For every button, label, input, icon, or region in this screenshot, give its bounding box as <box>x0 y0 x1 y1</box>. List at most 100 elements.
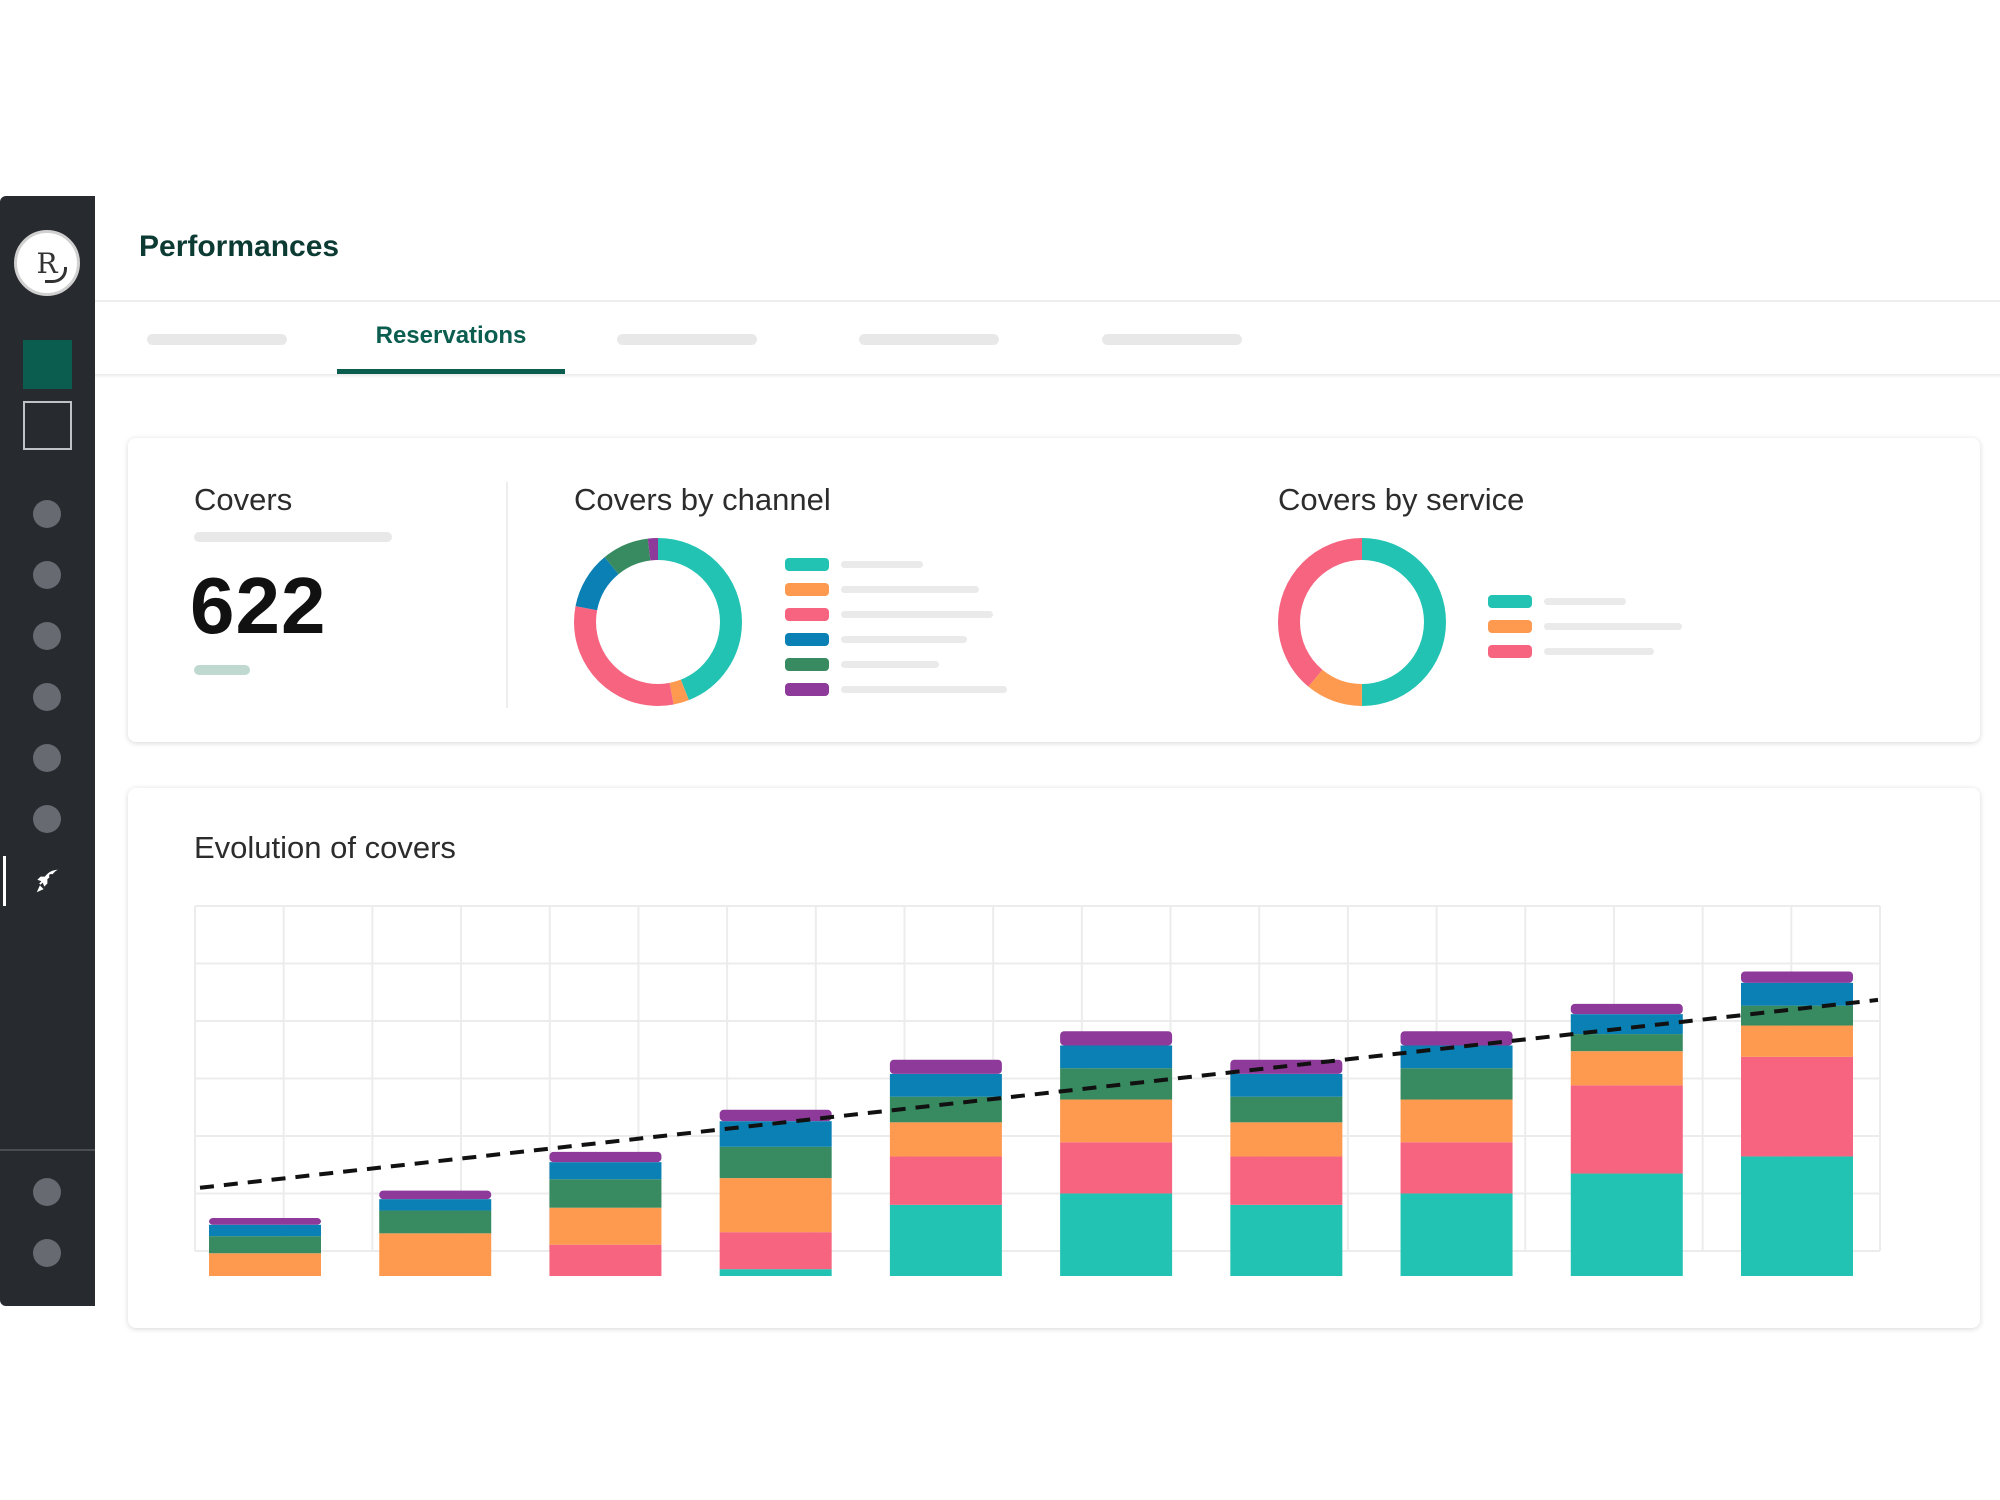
channel-legend-swatch <box>785 608 829 621</box>
sidebar-item-2[interactable] <box>33 561 61 589</box>
card-divider <box>506 482 508 708</box>
bar-7-segment-1 <box>1230 1204 1343 1276</box>
summary-card: Covers 622 Covers by channel Covers by s… <box>128 438 1980 742</box>
bar-7-segment-2 <box>1230 1156 1343 1205</box>
bar-2-segment-6 <box>379 1190 492 1200</box>
bar-5-segment-2 <box>889 1156 1002 1205</box>
bar-3-segment-3 <box>549 1207 662 1245</box>
service-legend-item <box>1488 620 1708 633</box>
bar-2-segment-5 <box>379 1199 492 1211</box>
bar-10-segment-4 <box>1741 1005 1853 1026</box>
sidebar-item-6[interactable] <box>33 805 61 833</box>
channel-legend-swatch <box>785 633 829 646</box>
bar-10-segment-6 <box>1741 971 1853 983</box>
evolution-bar-chart <box>194 905 1881 1276</box>
channel-slice-6 <box>574 538 742 706</box>
channel-legend-label-placeholder <box>841 686 1007 693</box>
sidebar-item-settings[interactable] <box>33 1178 61 1206</box>
channel-donut-chart <box>574 538 742 706</box>
evolution-title: Evolution of covers <box>194 830 456 865</box>
service-legend-item <box>1488 645 1708 658</box>
bar-4-segment-3 <box>719 1178 832 1233</box>
service-donut-chart <box>1278 538 1446 706</box>
sidebar-item-secondary[interactable] <box>23 401 72 450</box>
tab-reservations[interactable]: Reservations <box>337 302 565 374</box>
channel-legend-label-placeholder <box>841 661 939 668</box>
logo-arc <box>45 267 67 283</box>
trend-line <box>199 997 1879 1190</box>
tab-3[interactable] <box>617 334 757 345</box>
bar-7-segment-3 <box>1230 1122 1343 1157</box>
tab-bar: Reservations <box>95 302 2000 374</box>
bar-2-segment-3 <box>379 1233 492 1276</box>
bar-8-segment-2 <box>1400 1142 1513 1194</box>
bar-5-segment-4 <box>889 1096 1002 1123</box>
bar-4-segment-6 <box>719 1109 832 1122</box>
bar-5-segment-1 <box>889 1204 1002 1276</box>
sidebar-item-5[interactable] <box>33 744 61 772</box>
bar-6-segment-6 <box>1060 1031 1173 1046</box>
tab-5[interactable] <box>1102 334 1242 345</box>
page-title: Performances <box>139 230 340 263</box>
channel-legend-swatch <box>785 583 829 596</box>
bar-4-segment-2 <box>719 1232 832 1270</box>
covers-value: 622 <box>190 561 327 650</box>
sidebar-item-3[interactable] <box>33 622 61 650</box>
bar-7-segment-4 <box>1230 1096 1343 1123</box>
service-legend <box>1488 595 1708 665</box>
service-legend-swatch <box>1488 620 1532 633</box>
bar-10-segment-5 <box>1741 982 1853 1006</box>
channel-slice-3 <box>574 538 742 706</box>
sidebar-item-4[interactable] <box>33 683 61 711</box>
bar-3-segment-2 <box>549 1244 662 1276</box>
sidebar-item-account[interactable] <box>33 1239 61 1267</box>
bar-4-segment-5 <box>719 1121 832 1147</box>
tab-1[interactable] <box>147 334 287 345</box>
bar-5-segment-6 <box>889 1059 1002 1074</box>
channel-legend-item <box>785 583 1045 596</box>
channel-legend-swatch <box>785 558 829 571</box>
channel-legend-label-placeholder <box>841 636 967 643</box>
bar-8-segment-4 <box>1400 1068 1513 1100</box>
bar-1-segment-3 <box>209 1253 321 1276</box>
channel-legend-item <box>785 633 1045 646</box>
service-legend-label-placeholder <box>1544 623 1682 630</box>
bar-5-segment-5 <box>889 1073 1002 1097</box>
bar-6-segment-2 <box>1060 1142 1173 1194</box>
tab-active-underline <box>337 369 565 374</box>
sidebar-item-1[interactable] <box>33 500 61 528</box>
channel-title: Covers by channel <box>574 482 831 517</box>
bar-6-segment-1 <box>1060 1193 1173 1276</box>
channel-legend-item <box>785 608 1045 621</box>
channel-legend-item <box>785 558 1045 571</box>
bar-9-segment-5 <box>1570 1014 1683 1035</box>
covers-title: Covers <box>194 482 293 517</box>
channel-legend-label-placeholder <box>841 611 993 618</box>
bar-6-segment-5 <box>1060 1045 1173 1069</box>
channel-legend-swatch <box>785 683 829 696</box>
bar-10-segment-1 <box>1741 1156 1853 1276</box>
bar-8-segment-6 <box>1400 1031 1513 1046</box>
brand-logo[interactable]: R <box>14 230 80 296</box>
covers-subtitle-placeholder <box>194 532 392 542</box>
service-legend-item <box>1488 595 1708 608</box>
tab-4[interactable] <box>859 334 999 345</box>
bar-9-segment-6 <box>1570 1003 1683 1015</box>
service-title: Covers by service <box>1278 482 1525 517</box>
evolution-card: Evolution of covers <box>128 788 1980 1328</box>
rocket-icon[interactable] <box>33 866 63 896</box>
service-legend-swatch <box>1488 645 1532 658</box>
bar-10-segment-3 <box>1741 1025 1853 1057</box>
bar-3-segment-6 <box>549 1151 662 1163</box>
sidebar-item-primary[interactable] <box>23 340 72 389</box>
bar-7-segment-5 <box>1230 1073 1343 1097</box>
tab-reservations-label: Reservations <box>375 322 527 349</box>
service-legend-swatch <box>1488 595 1532 608</box>
channel-legend-item <box>785 658 1045 671</box>
service-legend-label-placeholder <box>1544 598 1626 605</box>
bar-5-segment-3 <box>889 1122 1002 1157</box>
channel-legend-label-placeholder <box>841 586 979 593</box>
service-slice-3 <box>1278 538 1446 706</box>
bar-8-segment-1 <box>1400 1193 1513 1276</box>
bar-8-segment-5 <box>1400 1045 1513 1069</box>
